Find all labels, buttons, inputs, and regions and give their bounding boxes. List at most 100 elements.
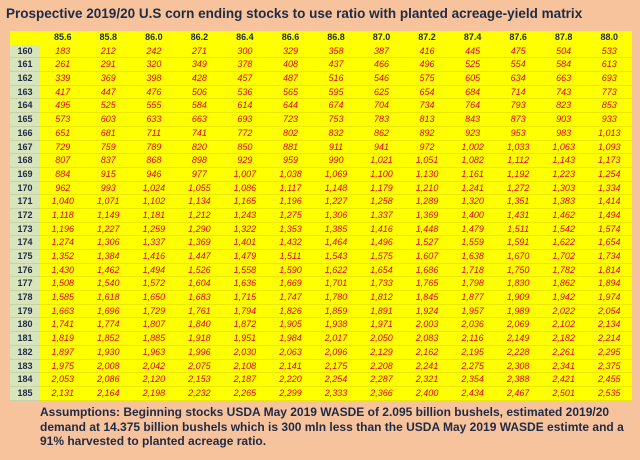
- cell: 993: [85, 182, 132, 196]
- cell: 1,891: [358, 305, 405, 319]
- cell: 358: [313, 45, 359, 59]
- cell: 1,165: [222, 195, 268, 209]
- cell: 2,050: [358, 332, 405, 346]
- cell: 1,622: [313, 264, 359, 278]
- cell: 2,030: [222, 346, 268, 360]
- cell: 1,254: [586, 168, 632, 182]
- cell: 862: [358, 127, 405, 141]
- cell: 884: [40, 168, 86, 182]
- cell: 1,622: [540, 236, 587, 250]
- cell: 1,416: [358, 223, 405, 237]
- cell: 1,024: [131, 182, 177, 196]
- cell: 495: [40, 99, 86, 114]
- cell: 476: [131, 86, 177, 100]
- cell: 1,701: [313, 277, 359, 292]
- cell: 2,228: [495, 346, 541, 360]
- cell: 1,051: [404, 154, 450, 168]
- cell: 1,845: [404, 291, 450, 305]
- cell: 2,036: [449, 318, 496, 333]
- cell: 759: [85, 141, 132, 155]
- cell: 1,951: [222, 332, 268, 346]
- cell: 1,897: [40, 346, 86, 360]
- cell: 1,130: [404, 168, 450, 182]
- cell: 923: [449, 127, 496, 141]
- cell: 1,040: [40, 195, 86, 209]
- cell: 933: [586, 113, 632, 127]
- cell: 741: [176, 127, 223, 141]
- cell: 773: [586, 86, 632, 100]
- cell: 823: [540, 99, 587, 114]
- cell: 2,232: [176, 387, 223, 401]
- cell: 417: [40, 86, 86, 100]
- cell: 2,333: [313, 387, 359, 401]
- cell: 2,501: [540, 387, 587, 401]
- cell: 387: [358, 45, 405, 59]
- cell: 614: [222, 99, 268, 114]
- cell: 1,558: [222, 264, 268, 278]
- cell: 2,241: [404, 360, 450, 374]
- row-label: 184: [10, 373, 40, 387]
- cell: 2,535: [586, 387, 632, 401]
- cell: 1,607: [404, 250, 450, 264]
- cell: 1,729: [131, 305, 177, 319]
- cell: 1,320: [449, 195, 496, 209]
- cell: 1,038: [267, 168, 314, 182]
- cell: 1,385: [313, 223, 359, 237]
- cell: 300: [222, 45, 268, 59]
- cell: 644: [267, 99, 314, 114]
- cell: 2,208: [358, 360, 405, 374]
- cell: 1,401: [222, 236, 268, 250]
- cell: 1,572: [131, 277, 177, 292]
- cell: 271: [176, 45, 223, 59]
- row-label: 170: [10, 181, 40, 196]
- cell: 1,494: [131, 264, 177, 278]
- cell: 573: [40, 113, 86, 127]
- cell: 1,149: [85, 209, 132, 223]
- cell: 634: [495, 72, 541, 86]
- cell: 378: [222, 58, 268, 73]
- cell: 2,003: [404, 318, 450, 333]
- cell: 1,984: [267, 332, 314, 346]
- cell: 487: [267, 72, 314, 86]
- row-label: 185: [10, 386, 40, 401]
- cell: 1,196: [40, 223, 86, 237]
- cell: 911: [313, 141, 359, 155]
- cell: 2,008: [85, 360, 132, 374]
- cell: 704: [358, 99, 405, 114]
- cell: 1,192: [495, 168, 541, 182]
- cell: 1,638: [449, 250, 496, 264]
- cell: 2,467: [495, 387, 541, 401]
- cell: 1,862: [540, 277, 587, 292]
- cell: 1,798: [449, 277, 496, 292]
- cell: 837: [85, 154, 132, 168]
- cell: 506: [176, 86, 223, 100]
- cell: 2,116: [449, 332, 496, 346]
- cell: 2,321: [404, 373, 450, 387]
- cell: 2,069: [495, 318, 541, 333]
- cell: 1,702: [540, 250, 587, 264]
- cell: 1,511: [267, 250, 314, 264]
- cell: 2,220: [267, 373, 314, 387]
- cell: 546: [358, 72, 405, 86]
- row-label: 178: [10, 291, 40, 305]
- cell: 1,590: [267, 264, 314, 278]
- cell: 1,765: [404, 277, 450, 292]
- cell: 681: [85, 127, 132, 141]
- cell: 1,173: [586, 154, 632, 168]
- cell: 584: [540, 58, 587, 73]
- cell: 2,195: [449, 346, 496, 360]
- title: Prospective 2019/20 U.S corn ending stoc…: [6, 6, 583, 21]
- cell: 783: [358, 113, 405, 127]
- cell: 1,306: [313, 209, 359, 223]
- cell: 2,175: [313, 360, 359, 374]
- cell: 1,909: [495, 291, 541, 305]
- cell: 2,198: [131, 387, 177, 401]
- cell: 772: [222, 127, 268, 141]
- cell: 1,143: [540, 154, 587, 168]
- cell: 447: [85, 86, 132, 100]
- cell: 2,366: [358, 387, 405, 401]
- cell: 1,241: [449, 182, 496, 196]
- cell: 605: [449, 72, 496, 86]
- cell: 536: [222, 86, 268, 100]
